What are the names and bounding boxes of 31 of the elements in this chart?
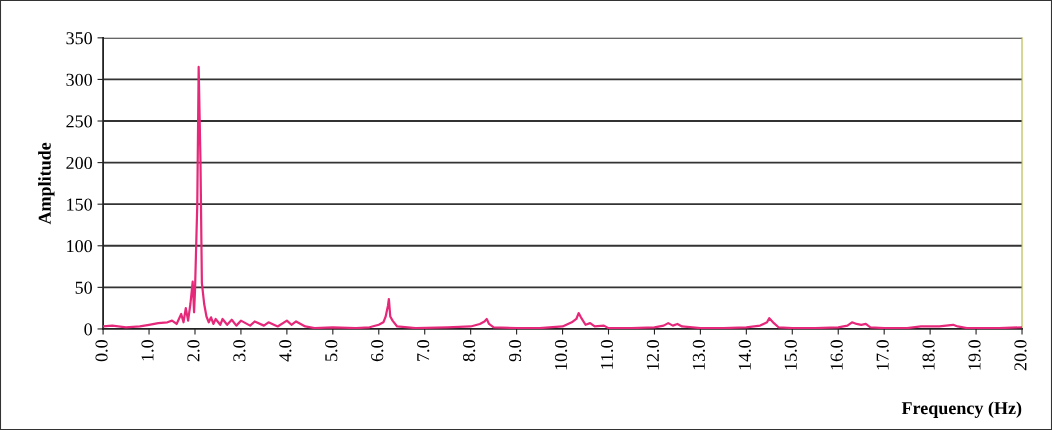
x-tick-label: 8.0 (463, 340, 476, 362)
y-tick-label: 150 (67, 198, 92, 211)
x-tick-label: 12.0 (646, 340, 660, 370)
x-tick-label: 0.0 (95, 340, 108, 362)
y-axis-title: Amplitude (38, 142, 55, 225)
x-axis-title: Frequency (Hz) (901, 401, 1022, 418)
x-tick-label: 9.0 (508, 340, 522, 362)
x-tick-label: 1.0 (141, 340, 154, 361)
y-tick-label: 300 (66, 73, 92, 86)
x-tick-label: 11.0 (600, 340, 614, 369)
x-tick-label: 18.0 (922, 340, 935, 370)
y-tick-label: 50 (75, 281, 92, 294)
x-tick-label: 3.0 (233, 340, 246, 362)
y-tick-label: 200 (66, 156, 92, 170)
x-tick-label: 4.0 (279, 340, 292, 362)
y-tick-label: 100 (67, 240, 92, 253)
x-tick-label: 5.0 (325, 340, 338, 361)
y-tick-label: 0 (84, 323, 92, 336)
x-tick-label: 14.0 (738, 340, 751, 370)
x-tick-label: 20.0 (1014, 340, 1027, 371)
x-tick-label: 16.0 (830, 340, 843, 370)
x-tick-label: 7.0 (417, 340, 430, 361)
x-tick-label: 6.0 (371, 340, 384, 362)
x-tick-label: 15.0 (784, 340, 797, 370)
x-tick-label: 17.0 (876, 340, 889, 370)
x-tick-label: 10.0 (554, 340, 568, 370)
x-tick-label: 2.0 (187, 340, 200, 362)
x-tick-label: 13.0 (692, 340, 705, 370)
y-tick-label: 350 (66, 32, 92, 45)
y-tick-label: 250 (66, 115, 92, 128)
x-tick-label: 19.0 (968, 340, 981, 370)
